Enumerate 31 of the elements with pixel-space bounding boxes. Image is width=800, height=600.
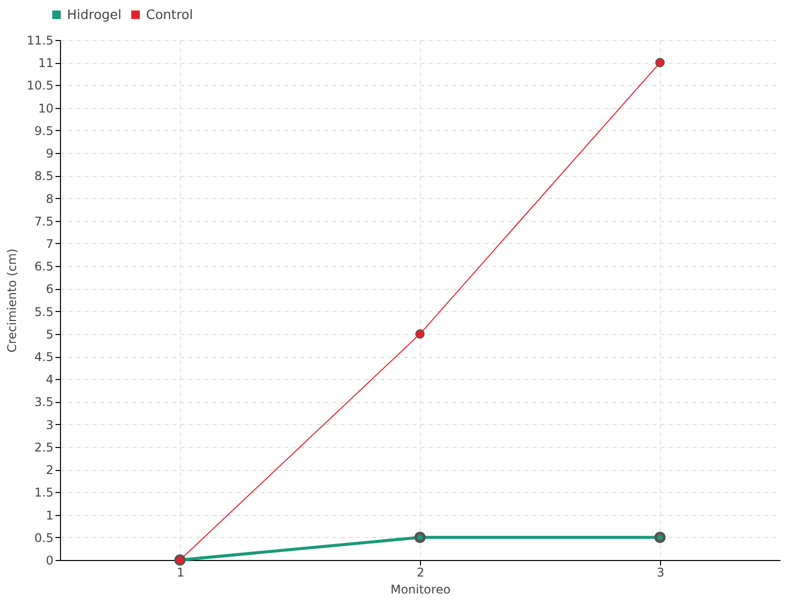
y-tick-label: 5 — [46, 327, 54, 342]
x-tick-label: 2 — [416, 566, 424, 580]
y-tick-label: 0 — [46, 554, 54, 568]
y-tick-label: 4 — [46, 372, 54, 387]
y-tick-label: 9.5 — [34, 124, 54, 138]
y-tick-label: 9 — [46, 146, 54, 161]
y-tick-label: 10.5 — [26, 78, 54, 93]
y-tick-label: 6 — [46, 282, 54, 296]
y-axis-title: Crecimiento (cm) — [4, 248, 19, 352]
y-tick-label: 11.5 — [26, 34, 54, 48]
y-tick-label: 1.5 — [34, 486, 54, 500]
y-tick-label: 1 — [46, 508, 54, 522]
y-tick-label: 8 — [46, 192, 54, 206]
y-tick-label: 3 — [46, 418, 54, 432]
y-tick-label: 6.5 — [34, 260, 54, 274]
x-tick-label: 1 — [176, 566, 184, 580]
y-tick-label: 0.5 — [34, 530, 54, 545]
y-tick-label: 2.5 — [34, 440, 54, 454]
y-tick-label: 3.5 — [34, 395, 54, 410]
y-tick-label: 10 — [38, 101, 54, 116]
y-tick-label: 7 — [46, 236, 54, 251]
legend-label: Control — [146, 8, 193, 23]
y-tick-label: 2 — [46, 463, 54, 478]
y-tick-label: 11 — [38, 56, 54, 70]
y-tick-label: 7.5 — [34, 214, 54, 228]
x-tick-label: 3 — [656, 566, 664, 580]
y-tick-label: 8.5 — [34, 169, 54, 184]
y-tick-label: 5.5 — [34, 304, 54, 319]
x-axis-title: Monitoreo — [390, 582, 451, 596]
y-tick-label: 4.5 — [34, 350, 54, 364]
legend-label: Hidrogel — [67, 8, 122, 23]
